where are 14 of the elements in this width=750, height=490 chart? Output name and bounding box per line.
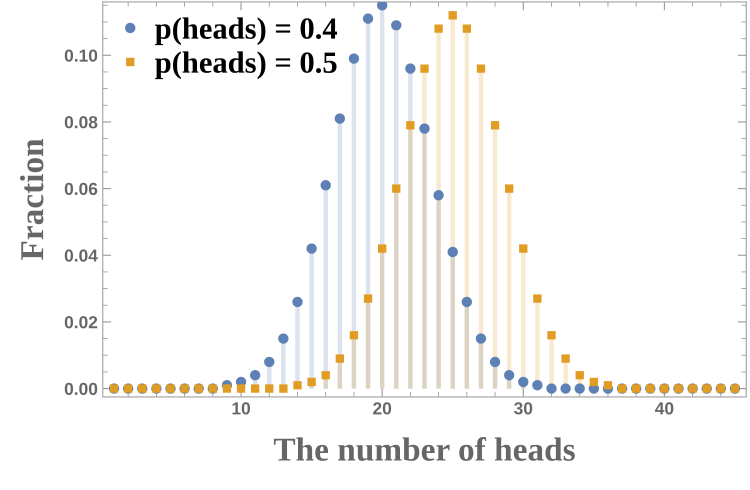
x-axis-title: The number of heads xyxy=(274,437,575,461)
y-tick-label: 0.06 xyxy=(64,182,98,196)
x-tick-label: 30 xyxy=(514,402,532,415)
y-tick-label: 0.10 xyxy=(64,49,98,62)
y-tick-label: 0.00 xyxy=(64,382,98,396)
y-tick-label: 0.04 xyxy=(64,249,98,262)
y-axis-title: Fraction xyxy=(20,138,44,260)
x-tick-label: 20 xyxy=(373,402,392,415)
y-tick-label: 0.08 xyxy=(64,116,98,128)
legend-label: p(heads) = 0.5 xyxy=(155,51,337,80)
legend-label: p(heads) = 0.4 xyxy=(155,17,338,46)
x-tick-label: 10 xyxy=(232,402,250,415)
x-tick-label: 40 xyxy=(655,402,674,415)
y-tick-label: 0.02 xyxy=(64,316,98,328)
